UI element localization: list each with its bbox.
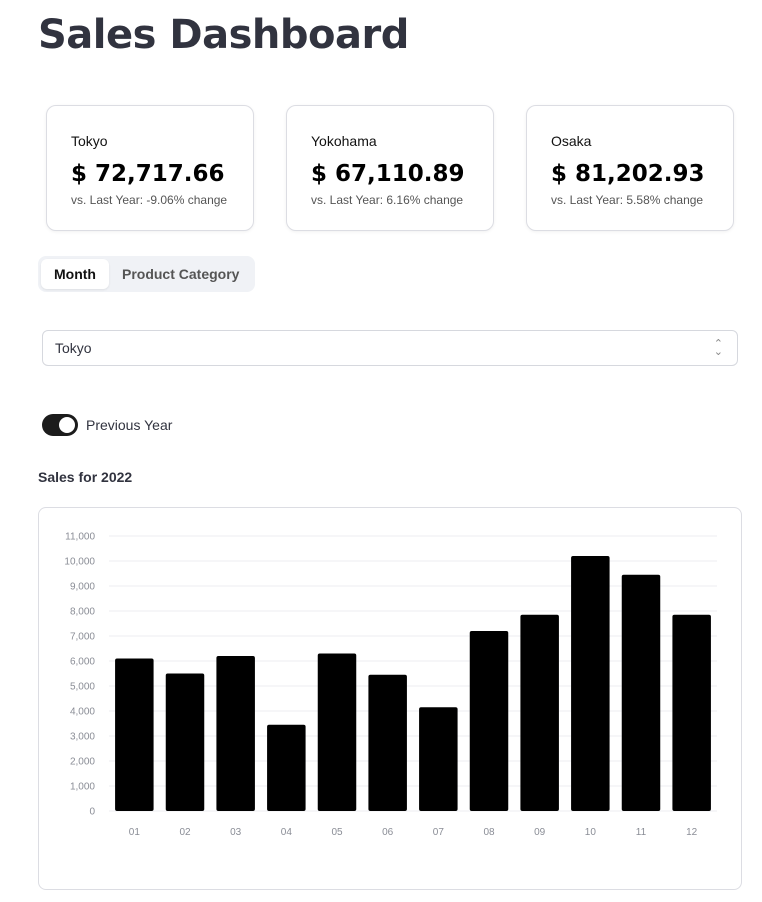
- sales-chart-container: 0 1,000 2,000 3,000 4,000 5,000 6,000 7,000 8,00…: [38, 507, 742, 890]
- metric-card-tokyo: Tokyo $ 72,717.66 vs. Last Year: -9.06% …: [46, 105, 254, 231]
- tab-product-category[interactable]: Product Category: [121, 266, 240, 282]
- metric-card-label: Tokyo: [71, 133, 108, 149]
- x-tick-label: 08: [483, 827, 495, 838]
- bar-04[interactable]: [267, 724, 306, 811]
- y-tick-label: 1,000: [70, 782, 95, 793]
- chart-section-title: Sales for 2022: [38, 469, 133, 485]
- bar-06[interactable]: [368, 674, 407, 811]
- metric-card-label: Yokohama: [311, 133, 377, 149]
- x-tick-label: 06: [382, 827, 394, 838]
- metric-card-value: $ 67,110.89: [311, 161, 465, 187]
- toggle-knob: [59, 417, 75, 433]
- bar-05[interactable]: [317, 653, 357, 812]
- x-tick-label: 02: [179, 827, 191, 838]
- tab-month[interactable]: Month: [41, 259, 109, 289]
- city-select[interactable]: Tokyo ⌃ ⌄: [42, 330, 738, 366]
- metric-card-value: $ 81,202.93: [551, 161, 705, 187]
- metric-card-delta: vs. Last Year: -9.06% change: [71, 193, 228, 207]
- x-tick-label: 07: [433, 827, 445, 838]
- x-tick-label: 11: [636, 827, 647, 838]
- city-select-value: Tokyo: [55, 340, 92, 356]
- metric-card-osaka: Osaka $ 81,202.93 vs. Last Year: 5.58% c…: [526, 105, 734, 231]
- x-tick-label: 04: [281, 827, 293, 838]
- y-tick-label: 10,000: [64, 557, 95, 568]
- bar-01[interactable]: [115, 658, 154, 812]
- bar-08[interactable]: [469, 631, 509, 811]
- metric-card-yokohama: Yokohama $ 67,110.89 vs. Last Year: 6.16…: [286, 105, 494, 231]
- metric-card-delta: vs. Last Year: 6.16% change: [311, 193, 464, 207]
- bar-03[interactable]: [216, 656, 255, 811]
- previous-year-toggle-row: Previous Year: [42, 414, 172, 436]
- bar-07[interactable]: [419, 707, 458, 811]
- view-segmented-control: Month Product Category: [38, 256, 256, 292]
- x-tick-label: 03: [230, 827, 242, 838]
- metric-card-delta: vs. Last Year: 5.58% change: [551, 193, 704, 207]
- x-tick-label: 09: [534, 827, 546, 838]
- x-tick-label: 12: [686, 827, 698, 838]
- y-tick-label: 5,000: [70, 682, 95, 693]
- chevron-up-down-icon: ⌃ ⌄: [713, 338, 723, 358]
- bar-09[interactable]: [520, 614, 559, 811]
- metric-card-label: Osaka: [551, 133, 592, 149]
- y-tick-label: 3,000: [70, 732, 95, 743]
- bar-12[interactable]: [672, 614, 711, 811]
- y-tick-label: 11,000: [65, 532, 95, 543]
- y-tick-label: 7,000: [70, 632, 95, 643]
- x-tick-label: 01: [129, 827, 141, 838]
- previous-year-toggle-label[interactable]: Previous Year: [86, 417, 173, 433]
- y-tick-label: 9,000: [70, 582, 95, 593]
- x-tick-label: 10: [585, 827, 597, 838]
- sales-bar-chart: 0 1,000 2,000 3,000 4,000 5,000 6,000 7,000 8,00…: [64, 532, 717, 838]
- metric-card-value: $ 72,717.66: [71, 161, 225, 187]
- previous-year-toggle[interactable]: [42, 414, 78, 436]
- y-tick-label: 6,000: [70, 657, 95, 668]
- bar-10[interactable]: [571, 556, 610, 811]
- bar-11[interactable]: [621, 574, 661, 811]
- page-title: Sales Dashboard: [38, 12, 409, 58]
- y-tick-label: 2,000: [70, 757, 95, 768]
- x-tick-label: 05: [331, 827, 343, 838]
- y-tick-label: 0: [89, 807, 95, 818]
- bar-02[interactable]: [165, 673, 205, 812]
- y-tick-label: 8,000: [70, 607, 95, 618]
- y-tick-label: 4,000: [70, 707, 95, 718]
